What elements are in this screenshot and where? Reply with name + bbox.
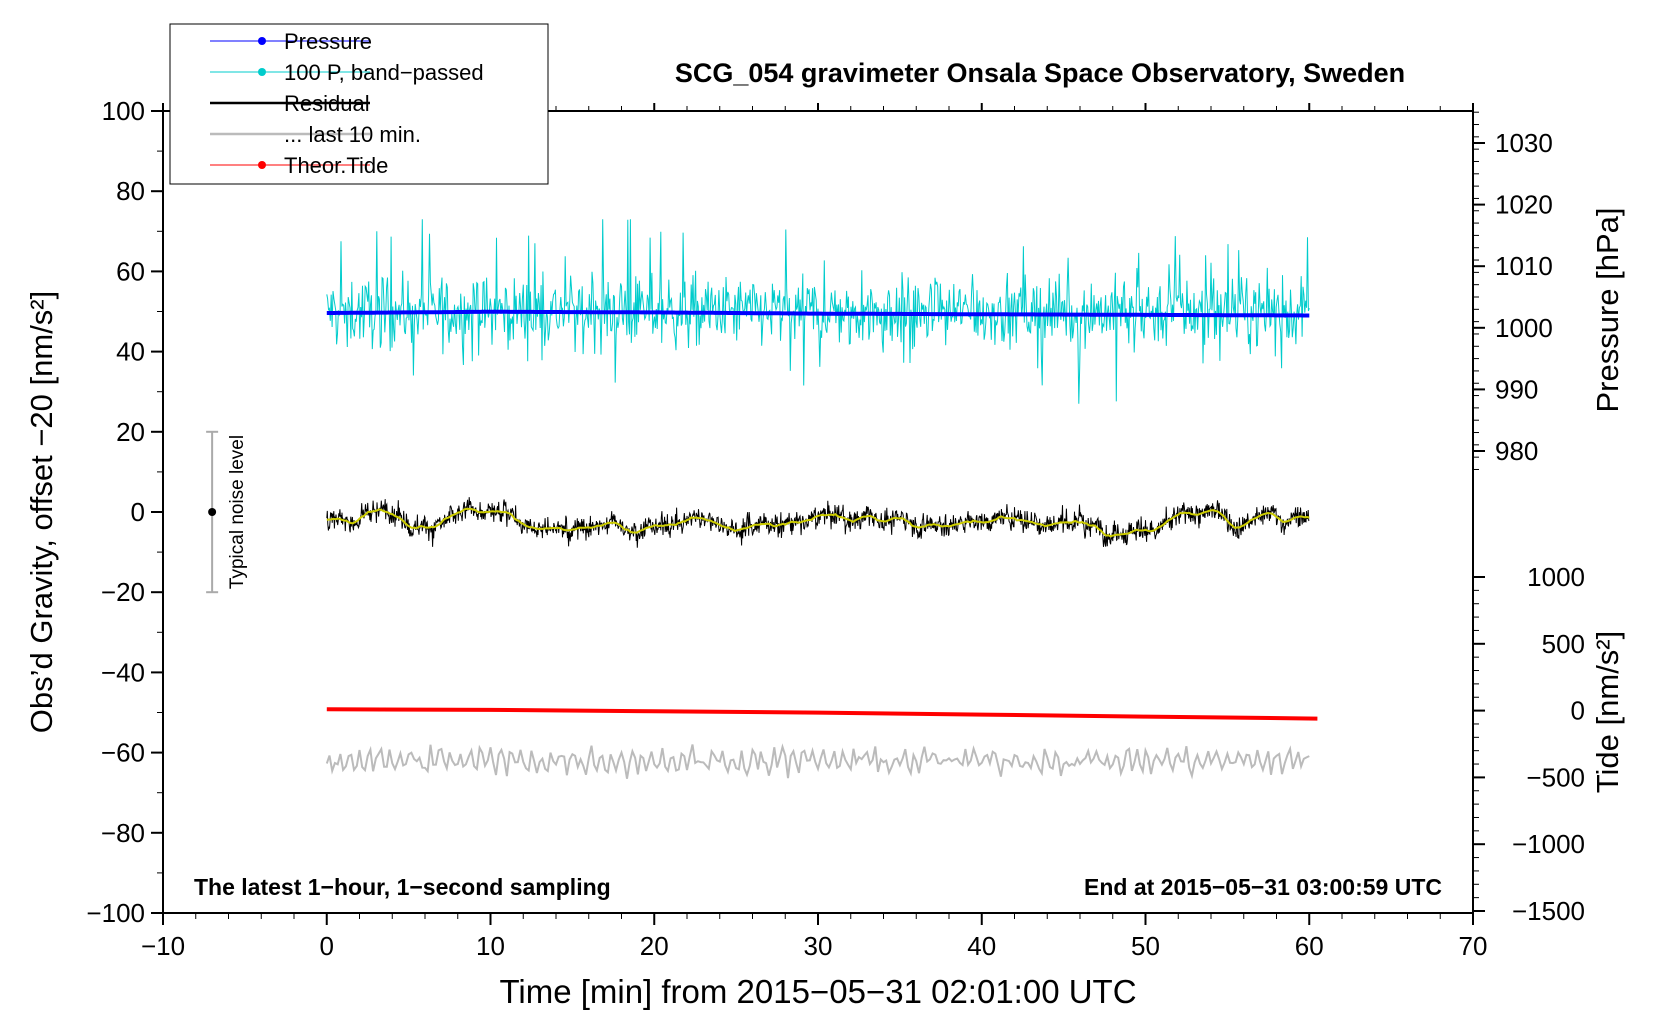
series-residual-smoothed bbox=[326, 507, 1310, 538]
series-residual bbox=[326, 497, 1310, 548]
tide-tick-label: 0 bbox=[1571, 696, 1585, 726]
footer-sampling-note: The latest 1−hour, 1−second sampling bbox=[194, 874, 611, 900]
x-tick-label: 10 bbox=[476, 931, 505, 961]
axis-tick-labels: −10 0 10 20 30 40 50 60 70100806040200−20−40−60−… bbox=[86, 96, 1585, 961]
series-theoretical-tide bbox=[326, 707, 1318, 721]
x-tick-label: 30 bbox=[804, 931, 833, 961]
typical-noise-level-bar bbox=[206, 430, 219, 594]
x-tick-label: 0 bbox=[320, 931, 334, 961]
footer-end-time: End at 2015−05−31 03:00:59 UTC bbox=[1084, 874, 1442, 900]
legend-swatch-marker bbox=[258, 37, 266, 45]
series-last-10-min bbox=[325, 743, 1310, 780]
series-pressure bbox=[326, 309, 1310, 318]
legend-label: Pressure bbox=[284, 29, 372, 54]
y-tick-label: −100 bbox=[86, 898, 145, 928]
legend-label: Theor.Tide bbox=[284, 153, 388, 178]
y-tick-label: 0 bbox=[131, 497, 145, 527]
pressure-tick-label: 1030 bbox=[1495, 128, 1553, 158]
pressure-tick-label: 1020 bbox=[1495, 190, 1553, 220]
tide-tick-label: 1000 bbox=[1527, 562, 1585, 592]
pressure-tick-label: 990 bbox=[1495, 374, 1538, 404]
chart-title: SCG_054 gravimeter Onsala Space Observat… bbox=[675, 58, 1405, 88]
tide-tick-label: −1500 bbox=[1512, 896, 1585, 926]
x-tick-label: 50 bbox=[1131, 931, 1160, 961]
x-axis-label: Time [min] from 2015−05−31 02:01:00 UTC bbox=[499, 973, 1136, 1010]
tide-tick-label: −1000 bbox=[1512, 829, 1585, 859]
tide-tick-label: −500 bbox=[1526, 762, 1585, 792]
x-tick-label: 60 bbox=[1295, 931, 1324, 961]
x-tick-label: 70 bbox=[1459, 931, 1488, 961]
legend-label: ... last 10 min. bbox=[284, 122, 421, 147]
pressure-tick-label: 1000 bbox=[1495, 313, 1553, 343]
noise-bar-dot bbox=[208, 508, 217, 516]
x-tick-label: 20 bbox=[640, 931, 669, 961]
x-tick-label: 40 bbox=[967, 931, 996, 961]
axis-ticks bbox=[151, 103, 1485, 925]
legend: Pressure 100 P, band−passed Residual ... la… bbox=[169, 23, 549, 185]
legend-swatch-marker bbox=[258, 68, 266, 76]
y-tick-label: 80 bbox=[116, 176, 145, 206]
y-tick-label: 100 bbox=[102, 96, 145, 126]
y-tick-label: 60 bbox=[116, 256, 145, 286]
y-axis-label-pressure: Pressure [hPa] bbox=[1590, 207, 1625, 412]
typical-noise-level-label: Typical noise level bbox=[227, 435, 248, 589]
y-tick-label: 20 bbox=[116, 417, 145, 447]
pressure-tick-label: 980 bbox=[1495, 436, 1538, 466]
y-axis-label-left: Obs’d Gravity, offset −20 [nm/s²] bbox=[24, 291, 59, 734]
x-tick-label: −10 bbox=[141, 931, 185, 961]
y-tick-label: −20 bbox=[101, 577, 145, 607]
tide-tick-label: 500 bbox=[1542, 629, 1585, 659]
y-tick-label: −60 bbox=[101, 738, 145, 768]
plot-series bbox=[325, 219, 1318, 780]
y-tick-label: −80 bbox=[101, 818, 145, 848]
legend-label: Residual bbox=[284, 91, 370, 116]
legend-swatch-marker bbox=[258, 161, 266, 169]
y-tick-label: −40 bbox=[101, 657, 145, 687]
pressure-tick-label: 1010 bbox=[1495, 251, 1553, 281]
legend-label: 100 P, band−passed bbox=[284, 60, 484, 85]
y-axis-label-tide: Tide [nm/s²] bbox=[1590, 631, 1625, 794]
y-tick-label: 40 bbox=[116, 337, 145, 367]
